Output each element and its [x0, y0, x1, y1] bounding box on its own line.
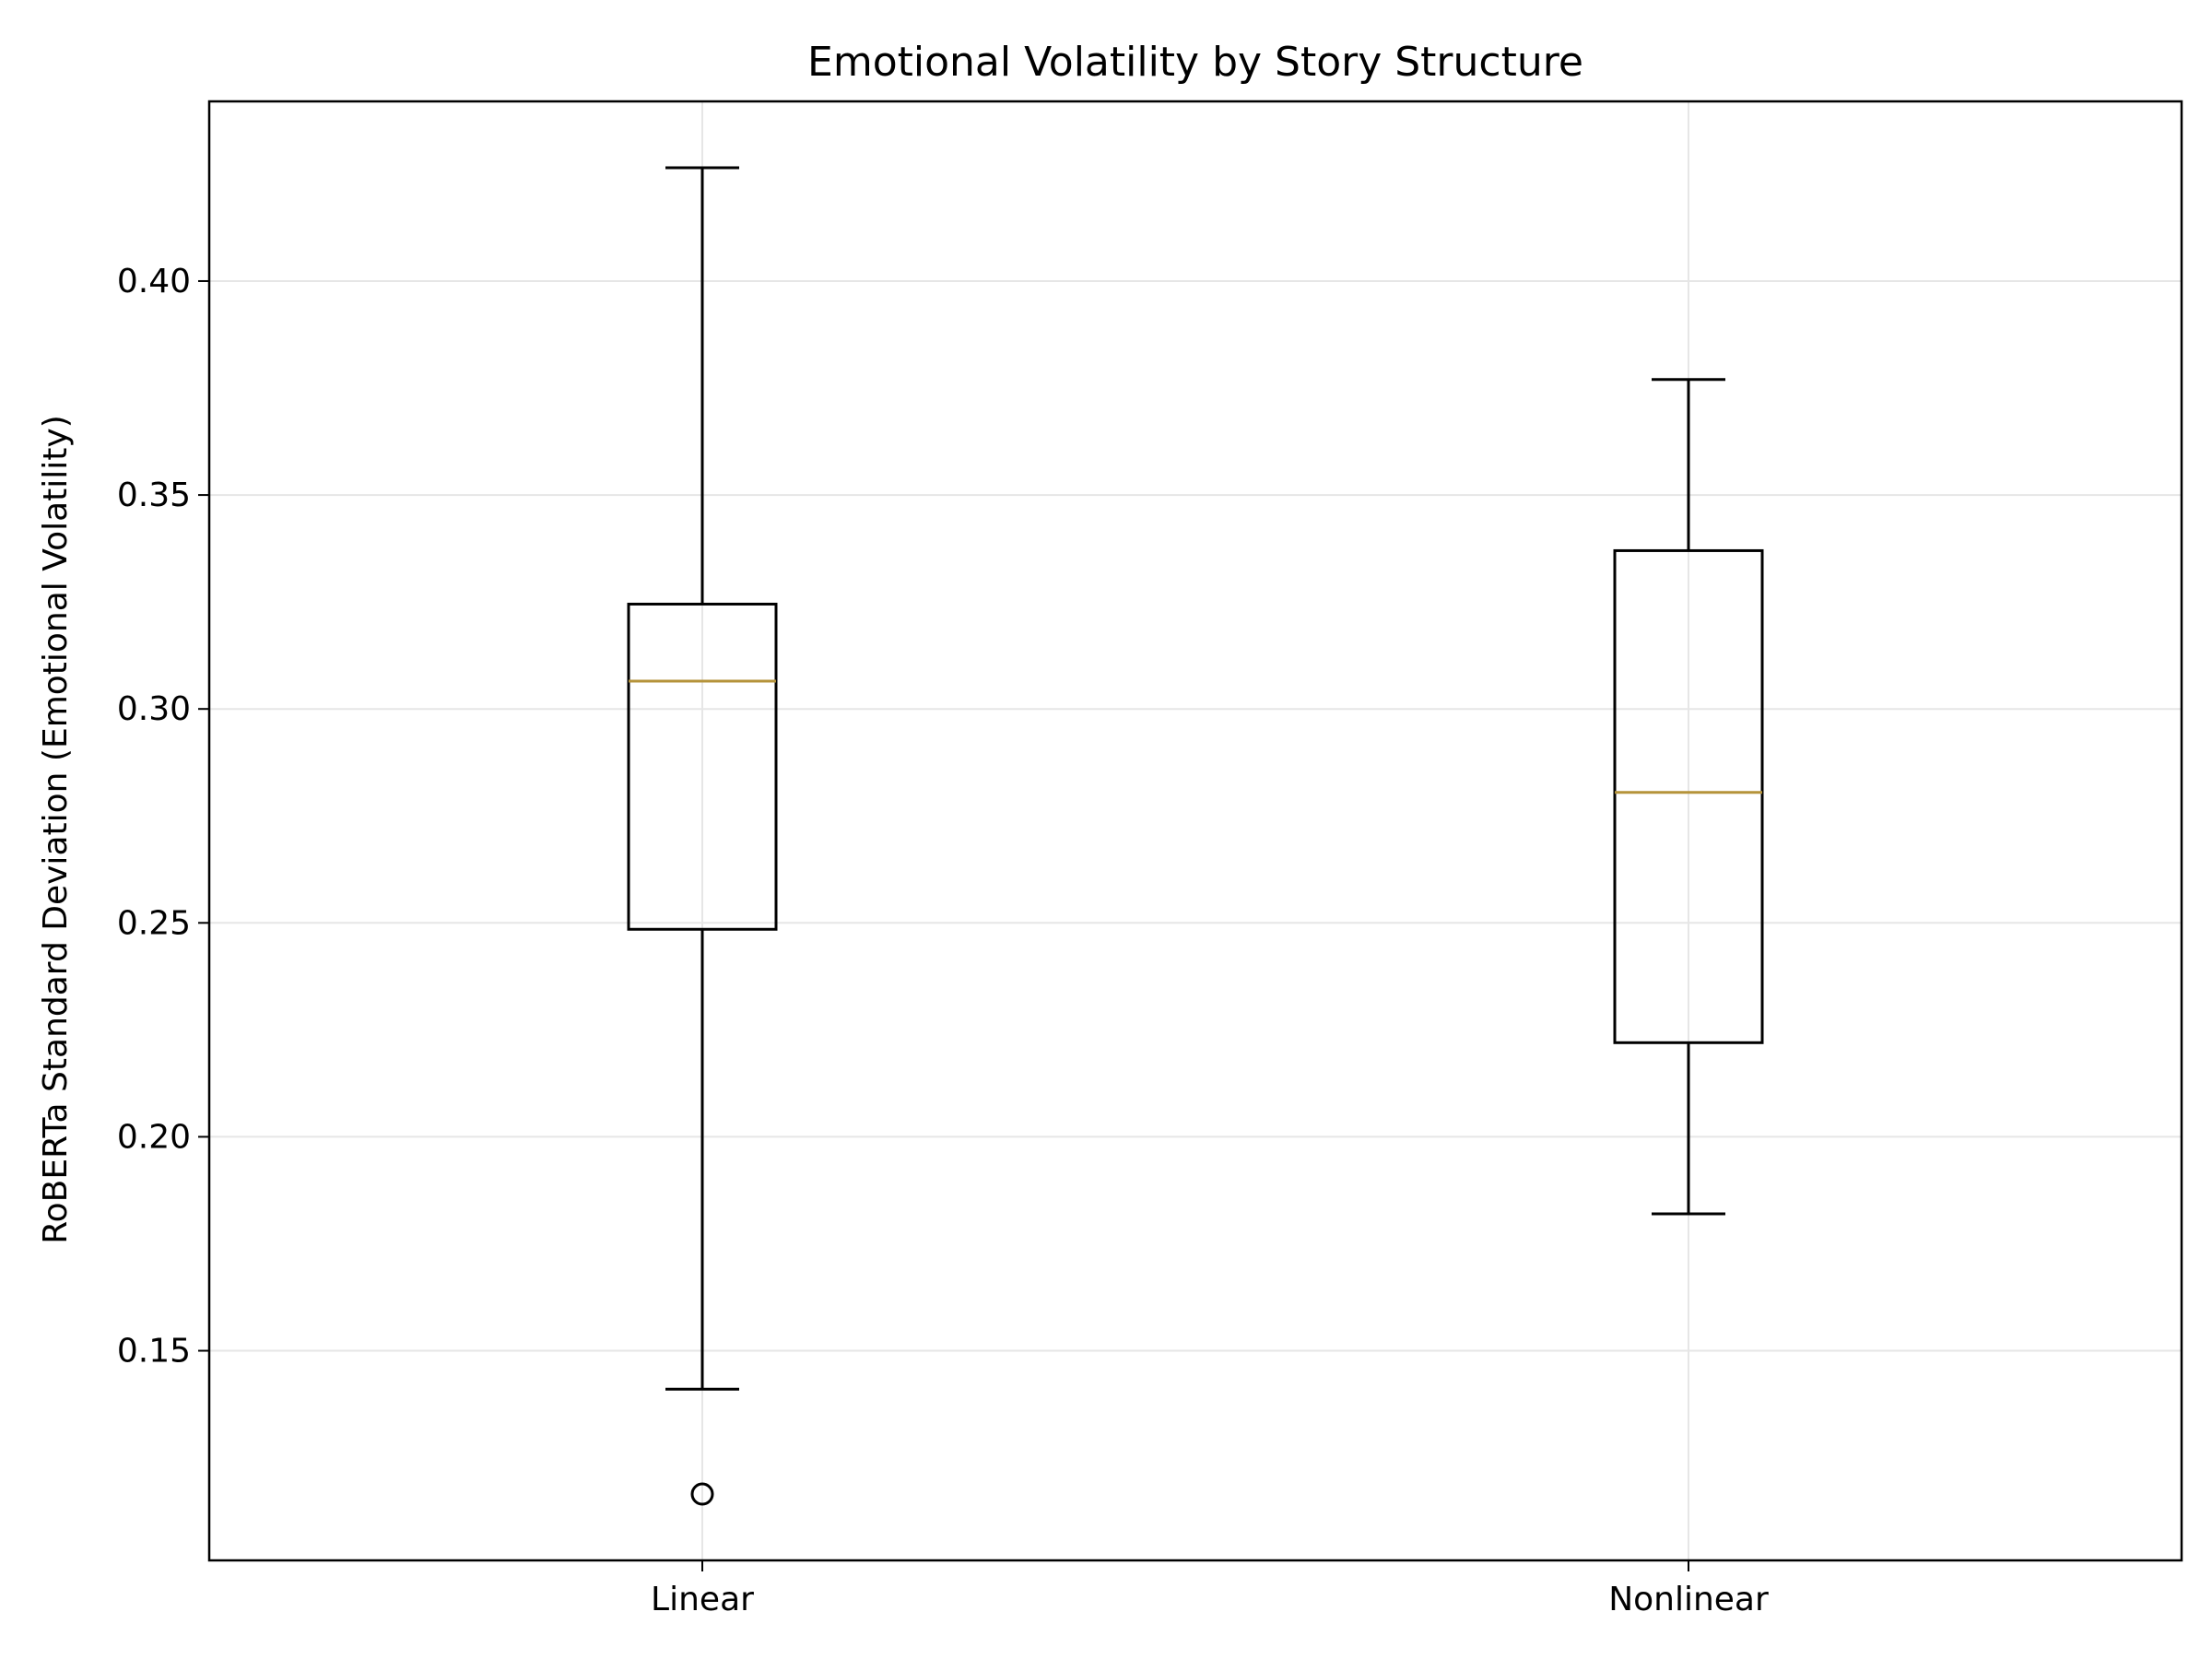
- y-axis: 0.15 0.20 0.25 0.30 0.35 0.40: [117, 263, 209, 1371]
- x-axis: Linear Nonlinear: [651, 1560, 1769, 1618]
- plot-frame: [207, 100, 2183, 1562]
- y-axis-label: RoBERTa Standard Deviation (Emotional Vo…: [37, 415, 75, 1244]
- y-tick-label: 0.25: [117, 904, 191, 942]
- grid: [209, 101, 2182, 1560]
- y-tick-label: 0.20: [117, 1118, 191, 1156]
- outlier-point: [690, 1482, 714, 1506]
- y-tick-label: 0.30: [117, 690, 191, 728]
- y-tick-label: 0.40: [117, 263, 191, 300]
- y-tick-label: 0.15: [117, 1333, 191, 1371]
- box-linear: [627, 166, 778, 1506]
- box-iqr: [627, 602, 778, 931]
- x-tick-label: Nonlinear: [1608, 1581, 1769, 1618]
- box-iqr: [1613, 548, 1764, 1044]
- boxes: [627, 166, 1764, 1506]
- box-nonlinear: [1613, 378, 1764, 1216]
- x-tick-label: Linear: [651, 1581, 754, 1618]
- y-tick-label: 0.35: [117, 477, 191, 514]
- chart-title: Emotional Volatility by Story Structure: [807, 39, 1583, 86]
